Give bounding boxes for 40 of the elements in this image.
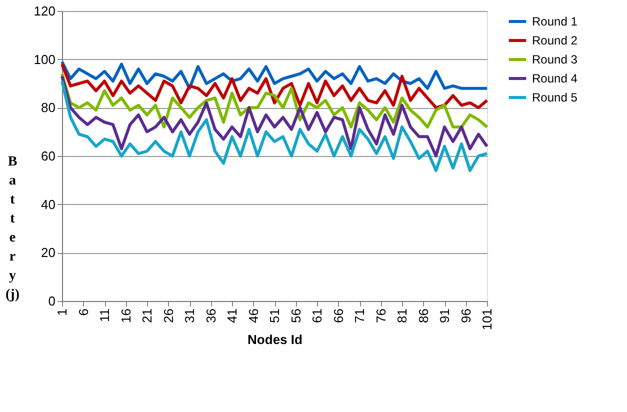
y-tick-label: 40 bbox=[41, 196, 56, 212]
legend-label: Round 2 bbox=[532, 34, 578, 48]
x-tick-label: 41 bbox=[224, 308, 240, 323]
x-tick-label: 81 bbox=[394, 308, 410, 323]
x-tick-label: 11 bbox=[97, 308, 112, 322]
x-tick-label: 51 bbox=[267, 308, 282, 323]
y-tick-label: 100 bbox=[34, 52, 56, 67]
y-tick-label: 60 bbox=[41, 148, 56, 164]
line-series bbox=[60, 62, 488, 110]
x-tick-label: 21 bbox=[140, 308, 154, 323]
line-series bbox=[60, 60, 488, 90]
x-tick-label: 6 bbox=[76, 308, 91, 316]
y-tick-label: 20 bbox=[41, 245, 56, 260]
x-tick-label: 56 bbox=[288, 308, 304, 323]
x-tick-label: 61 bbox=[310, 308, 324, 323]
y-axis-title: Battery (j) bbox=[6, 154, 20, 302]
x-tick-label: 66 bbox=[330, 308, 346, 323]
x-tick-label: 76 bbox=[373, 308, 388, 323]
legend-label: Round 4 bbox=[532, 72, 578, 86]
x-tick-label: 1 bbox=[54, 308, 70, 316]
x-tick-label: 101 bbox=[480, 308, 494, 330]
x-axis-title: Nodes Id bbox=[248, 332, 302, 348]
line-series bbox=[60, 80, 488, 172]
legend-label: Round 1 bbox=[532, 14, 578, 28]
line-series bbox=[60, 74, 488, 158]
x-tick-label: 36 bbox=[203, 308, 218, 323]
x-tick-label: 26 bbox=[160, 308, 176, 323]
x-tick-label: 46 bbox=[246, 308, 261, 323]
legend-label: Round 3 bbox=[532, 52, 578, 66]
x-tick-label: 96 bbox=[458, 308, 474, 323]
legend-label: Round 5 bbox=[532, 90, 578, 104]
y-tick-label: 80 bbox=[41, 100, 56, 116]
x-tick-label: 31 bbox=[182, 308, 197, 323]
line-series bbox=[60, 72, 488, 128]
y-tick-label: 0 bbox=[48, 294, 56, 308]
x-tick-label: 16 bbox=[118, 308, 134, 323]
x-tick-label: 71 bbox=[352, 308, 367, 323]
x-tick-label: 91 bbox=[437, 308, 452, 323]
y-tick-label: 120 bbox=[34, 4, 56, 18]
x-tick-label: 86 bbox=[416, 308, 431, 323]
